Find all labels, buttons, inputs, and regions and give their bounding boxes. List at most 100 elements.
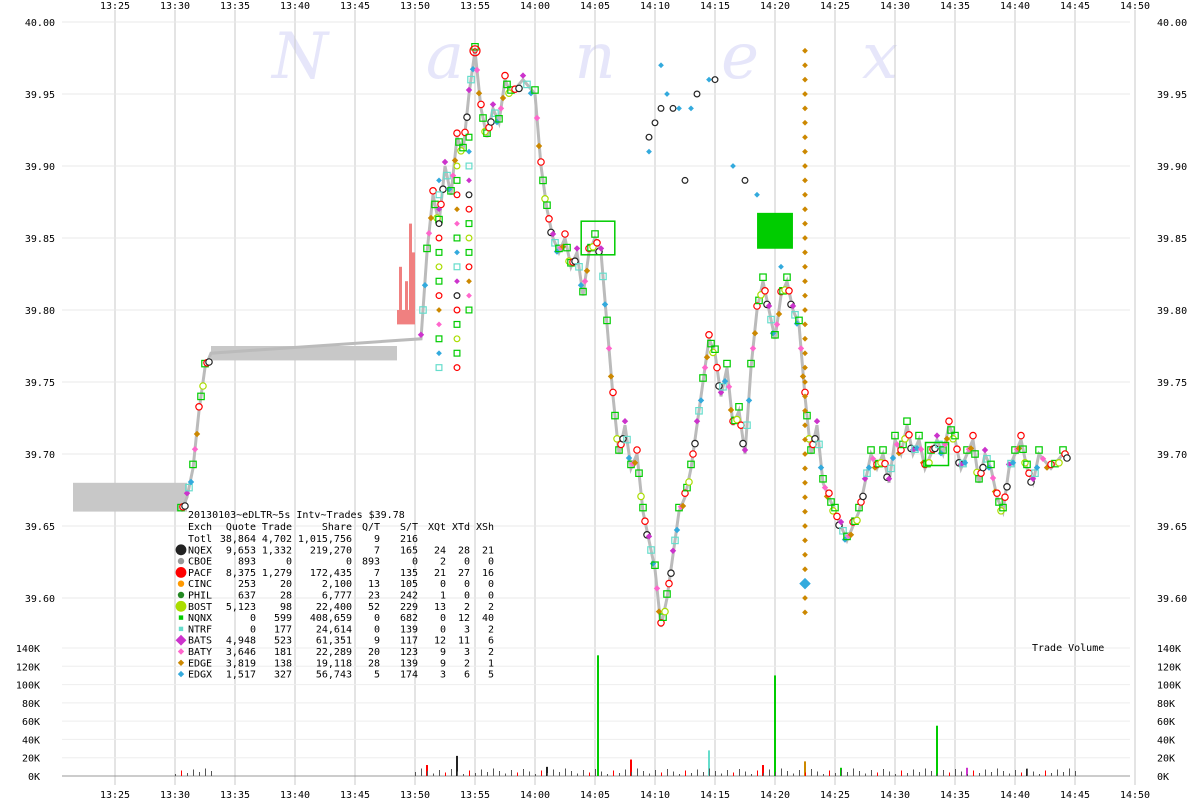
table-cell: 2 [440, 557, 446, 568]
trade-marker [571, 257, 579, 266]
large-print-marker [757, 212, 793, 249]
trade-marker [701, 364, 709, 371]
legend-marker [175, 567, 187, 578]
table-cell: 242 [400, 591, 418, 602]
trade-marker [573, 245, 581, 252]
trade-marker [747, 359, 755, 368]
trade-marker [653, 585, 661, 592]
column-trade-marker [453, 191, 461, 199]
edge-column-marker [802, 393, 808, 400]
trade-marker [635, 469, 643, 478]
edgx-away-trade [688, 105, 694, 112]
time-tick-label-bottom: 13:30 [160, 790, 190, 800]
legend-marker [177, 591, 185, 599]
table-cell: 2 [488, 602, 494, 613]
table-cell: 1 [488, 658, 494, 669]
column-trade-marker [435, 335, 443, 343]
time-tick-label-top: 13:55 [460, 1, 490, 12]
quote-spike [412, 252, 415, 310]
legend-marker [177, 648, 185, 655]
column-trade-marker [453, 176, 461, 184]
trade-marker [789, 302, 797, 310]
legend-marker [178, 615, 184, 620]
trade-marker [867, 446, 875, 454]
table-cell: 0 [464, 591, 470, 602]
volume-tick [685, 770, 686, 776]
table-cell: 1,015,756 [298, 534, 352, 545]
time-tick-label-bottom: 14:20 [760, 790, 790, 800]
volume-tick [541, 770, 542, 776]
table-cell: 5,123 [226, 602, 256, 613]
table-cell: 40 [482, 613, 494, 624]
table-cell: 9,653 [226, 545, 256, 556]
trade-marker [535, 142, 543, 150]
time-tick-label-bottom: 14:15 [700, 790, 730, 800]
volume-tick [1027, 769, 1028, 776]
trade-marker [625, 454, 633, 462]
volume-tick [931, 771, 932, 776]
volume-tick [979, 773, 980, 776]
table-cell: 98 [280, 602, 292, 613]
table-cell: 229 [400, 602, 418, 613]
trade-marker [187, 478, 195, 486]
trade-marker [743, 421, 751, 430]
time-tick-label-bottom: 14:45 [1060, 790, 1090, 800]
volume-tick [943, 770, 944, 776]
table-cell: 24 [434, 545, 446, 556]
table-cell: 637 [238, 591, 256, 602]
trade-marker [727, 406, 735, 414]
edge-column-marker [802, 335, 808, 342]
volume-tick [1021, 772, 1022, 776]
table-cell: 893 [362, 557, 380, 568]
volume-tick [913, 769, 914, 776]
edge-column-marker [802, 321, 808, 328]
column-trade-marker [466, 278, 472, 285]
edge-column-marker [802, 595, 808, 601]
trade-marker [1031, 469, 1039, 478]
table-cell: 0 [488, 591, 494, 602]
time-tick-label-top: 14:00 [520, 1, 550, 12]
table-cell: 0 [464, 579, 470, 590]
trade-marker [945, 417, 953, 426]
volume-tick [631, 772, 632, 776]
volume-tick [1015, 770, 1016, 776]
volume-tick-label-left: 20K [22, 754, 40, 765]
volume-tick [625, 769, 626, 776]
trade-marker [913, 445, 921, 452]
table-cell: 138 [274, 658, 292, 669]
trade-marker [691, 439, 699, 448]
legend-marker [177, 670, 185, 678]
trade-marker [711, 345, 719, 354]
trade-marker [773, 321, 781, 328]
table-cell: 253 [238, 579, 256, 590]
edgx-away-trade [706, 76, 712, 83]
trade-marker [703, 354, 711, 361]
edge-column-marker [802, 609, 808, 616]
column-trade-marker [465, 234, 473, 242]
column-trade-marker [465, 191, 473, 199]
trade-marker [967, 445, 975, 452]
trade-marker [1033, 464, 1041, 471]
table-cell: 27 [458, 568, 470, 579]
trade-marker [641, 517, 649, 526]
edge-column-marker [802, 479, 808, 486]
column-trade-marker [454, 206, 460, 213]
trade-marker [687, 460, 695, 469]
column-trade-marker [435, 191, 443, 199]
volume-bar [597, 655, 599, 776]
trade-marker [741, 446, 749, 454]
price-tick-label-right: 39.75 [1157, 378, 1187, 389]
trade-marker [785, 286, 793, 295]
column-trade-marker [435, 234, 443, 242]
volume-tick [565, 768, 566, 776]
legend-marker [177, 659, 185, 666]
volume-tick [529, 771, 530, 776]
table-cell: 123 [400, 647, 418, 658]
edge-column-marker [802, 148, 808, 155]
trade-marker [575, 263, 583, 271]
trade-marker [1003, 482, 1011, 491]
table-cell: 16 [482, 568, 494, 579]
watermark-letter: a [426, 20, 464, 94]
volume-tick [817, 771, 818, 776]
